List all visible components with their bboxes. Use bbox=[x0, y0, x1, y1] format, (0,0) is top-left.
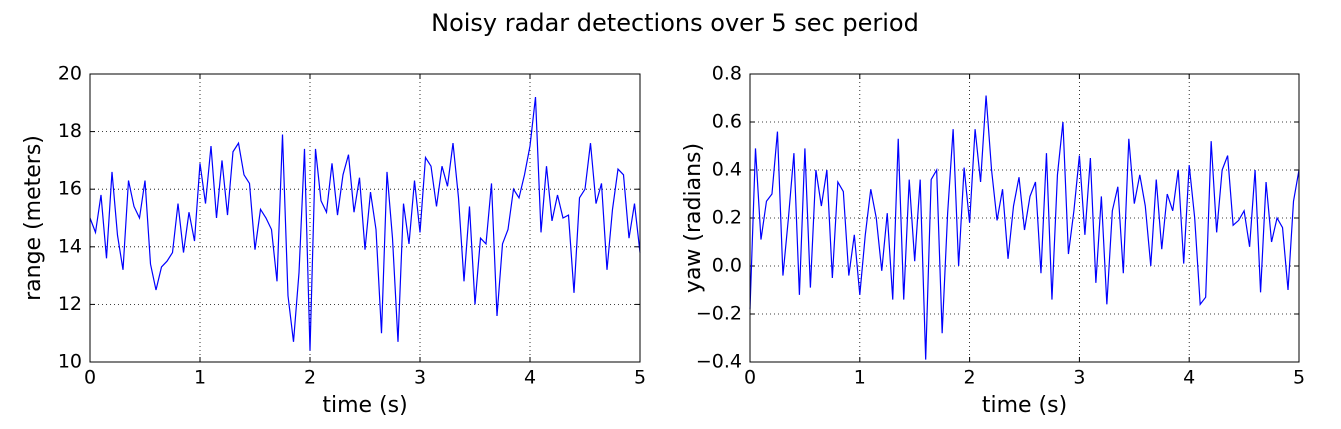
y-axis-label: yaw (radians) bbox=[681, 143, 706, 293]
x-tick-label: 1 bbox=[194, 367, 206, 389]
x-tick-label: 1 bbox=[854, 367, 866, 389]
data-line bbox=[89, 96, 641, 351]
y-tick-label: 0.8 bbox=[712, 63, 742, 85]
y-tick-label: 0.0 bbox=[712, 255, 742, 277]
x-axis-label: time (s) bbox=[982, 393, 1067, 418]
x-tick-label: 0 bbox=[84, 367, 96, 389]
x-tick-label: 0 bbox=[744, 367, 756, 389]
data-line bbox=[749, 95, 1300, 360]
y-tick-label: 18 bbox=[58, 120, 82, 142]
x-tick-label: 2 bbox=[304, 367, 316, 389]
y-tick-label: 0.4 bbox=[712, 159, 742, 181]
y-tick-label: 0.2 bbox=[712, 207, 742, 229]
x-tick-label: 5 bbox=[1293, 367, 1305, 389]
x-tick-label: 4 bbox=[524, 367, 536, 389]
y-tick-label: −0.2 bbox=[696, 303, 742, 325]
x-axis-label: time (s) bbox=[322, 393, 407, 418]
y-tick-label: 20 bbox=[58, 63, 82, 85]
y-tick-label: 14 bbox=[58, 235, 82, 257]
y-tick-label: −0.4 bbox=[696, 351, 742, 373]
x-tick-label: 5 bbox=[634, 367, 646, 389]
x-tick-label: 3 bbox=[414, 367, 426, 389]
y-tick-label: 16 bbox=[58, 178, 82, 200]
y-axis-label: range (meters) bbox=[21, 135, 46, 301]
figure-title: Noisy radar detections over 5 sec period bbox=[431, 9, 919, 37]
y-tick-label: 12 bbox=[58, 293, 82, 315]
x-tick-label: 2 bbox=[964, 367, 976, 389]
plot-frame bbox=[749, 73, 1300, 363]
y-tick-label: 0.6 bbox=[712, 111, 742, 133]
x-tick-label: 3 bbox=[1073, 367, 1085, 389]
plot-frame bbox=[89, 73, 641, 363]
x-tick-label: 4 bbox=[1183, 367, 1195, 389]
y-tick-label: 10 bbox=[58, 351, 82, 373]
